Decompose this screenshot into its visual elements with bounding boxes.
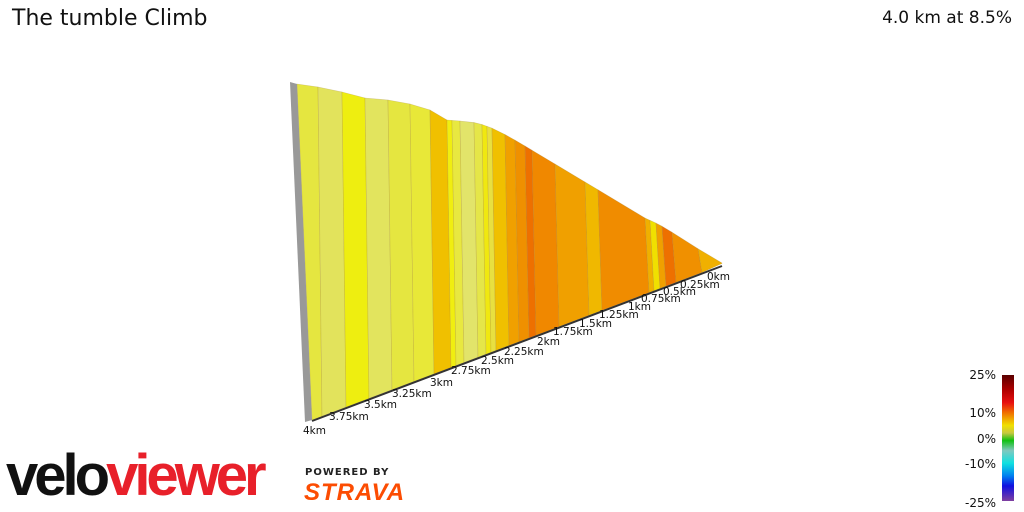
scale-label: -25% bbox=[964, 496, 996, 510]
distance-tick-label: 1.5km bbox=[579, 318, 612, 330]
distance-axis bbox=[311, 265, 723, 422]
distance-tick-label: 0km bbox=[707, 271, 730, 283]
climb-title: The tumble Climb bbox=[12, 6, 208, 31]
distance-tick-label: 2.5km bbox=[481, 355, 514, 367]
distance-tick-label: 0.75km bbox=[641, 293, 681, 305]
gradient-segment bbox=[387, 99, 415, 391]
logo-text-velo: velo bbox=[6, 443, 110, 508]
gradient-segment bbox=[554, 163, 590, 328]
distance-tick-label: 0.5km bbox=[663, 286, 696, 298]
scale-label: 25% bbox=[969, 368, 996, 382]
scale-label: 0% bbox=[976, 432, 996, 446]
gradient-color-scale bbox=[1002, 375, 1014, 501]
distance-tick-label: 3.5km bbox=[364, 399, 397, 411]
distance-tick-label: 1.25km bbox=[599, 309, 639, 321]
distance-tick-label: 1.75km bbox=[553, 326, 593, 338]
distance-tick-label: 3km bbox=[430, 377, 453, 389]
distance-tick-label: 0.25km bbox=[680, 279, 720, 291]
veloviewer-logo[interactable]: veloviewer bbox=[6, 443, 267, 508]
gradient-segment bbox=[317, 86, 347, 417]
logo-text-viewer: viewer bbox=[106, 443, 267, 508]
distance-tick-label: 4km bbox=[303, 425, 326, 437]
gradient-segment bbox=[697, 248, 723, 273]
distance-tick-label: 1km bbox=[628, 301, 651, 313]
gradient-segment bbox=[531, 149, 560, 336]
profile-side-face bbox=[290, 82, 312, 422]
scale-label: -10% bbox=[964, 457, 996, 471]
distance-tick-label: 3.75km bbox=[329, 411, 369, 423]
powered-by-label: POWERED BY bbox=[305, 467, 390, 478]
distance-tick-label: 2.75km bbox=[451, 365, 491, 377]
distance-tick-label: 3.25km bbox=[392, 388, 432, 400]
gradient-segment bbox=[341, 91, 370, 408]
distance-tick-label: 2km bbox=[537, 336, 560, 348]
scale-label: 10% bbox=[969, 406, 996, 420]
gradient-segment bbox=[364, 97, 393, 399]
climb-summary: 4.0 km at 8.5% bbox=[882, 8, 1012, 28]
distance-tick-label: 2.25km bbox=[504, 346, 544, 358]
strava-logo[interactable]: STRAVA bbox=[304, 479, 406, 506]
